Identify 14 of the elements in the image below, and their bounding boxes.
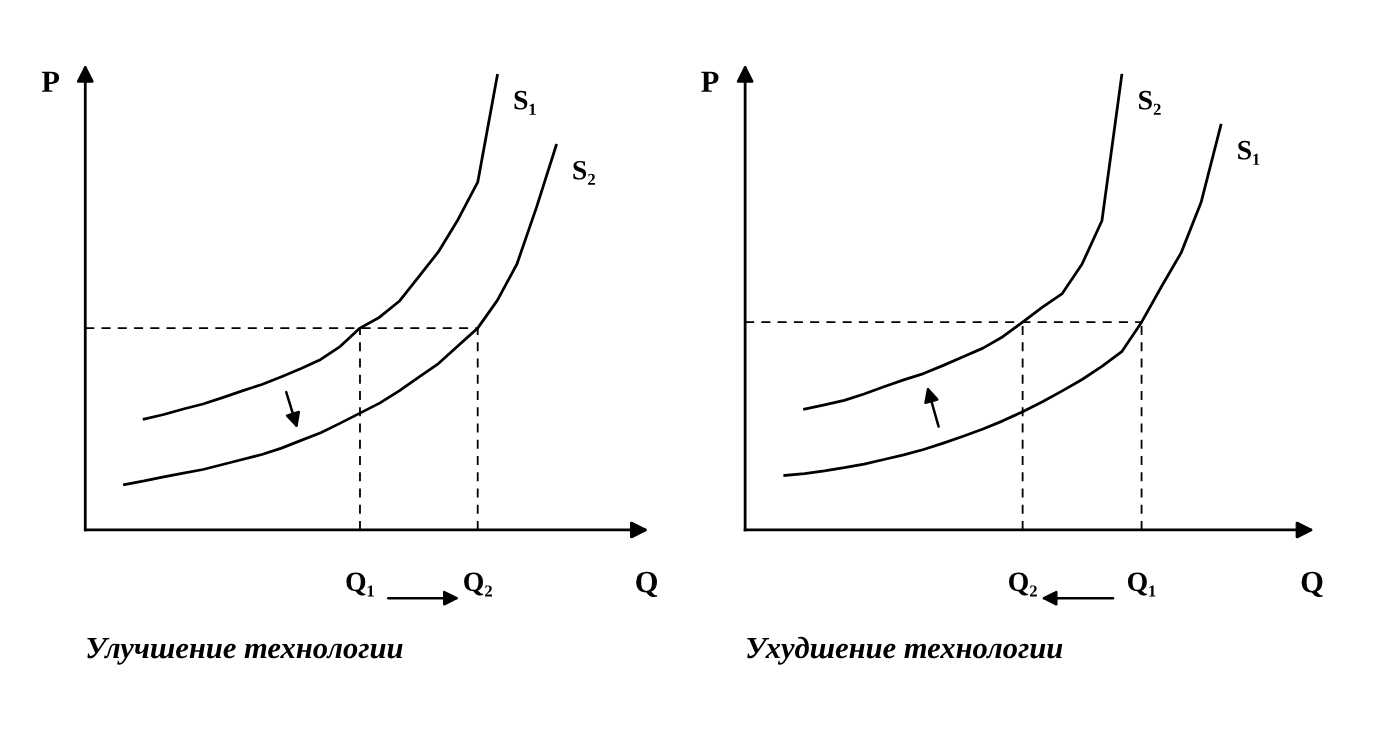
series-label: S₂ <box>573 160 595 185</box>
y-axis-title: P <box>701 71 719 92</box>
series-label: S₂ <box>1139 90 1161 115</box>
x-tick-label: Q₁ <box>346 572 374 597</box>
x-axis-title: Q <box>1301 571 1323 598</box>
series-label: S₁ <box>1238 140 1260 165</box>
text: Улучшение технологии <box>87 638 403 665</box>
x-tick-label: Q₂ <box>464 572 492 597</box>
series-label: S₁ <box>514 90 536 115</box>
x-tick-label: Q₂ <box>1009 572 1037 597</box>
x-axis-title: Q <box>636 571 658 598</box>
text: Ухудшение технологии <box>747 636 1063 665</box>
y-axis-title: P <box>41 71 60 92</box>
x-tick-label: Q₁ <box>1127 572 1156 597</box>
